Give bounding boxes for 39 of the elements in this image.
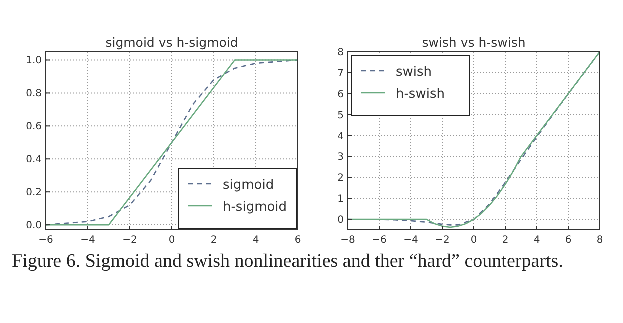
- chart-title: sigmoid vs h-sigmoid: [106, 35, 238, 50]
- line-series: [45, 60, 299, 226]
- x-tick-label: −2: [435, 235, 450, 246]
- y-tick-label: 3: [338, 152, 344, 164]
- y-tick-label: 0.2: [26, 188, 42, 199]
- y-tick-label: 8: [338, 48, 344, 58]
- x-tick-label: −2: [122, 235, 138, 246]
- y-tick-label: 0: [338, 215, 344, 226]
- y-tick-label: 5: [338, 110, 344, 122]
- legend-label: h-sigmoid: [223, 200, 288, 215]
- y-tick-label: 0.4: [26, 154, 42, 166]
- y-tick-label: 0.6: [26, 122, 42, 133]
- y-tick-label: 4: [338, 131, 344, 142]
- x-tick-label: 2: [210, 235, 218, 246]
- x-tick-label: 6: [565, 235, 572, 246]
- x-tick-label: −4: [80, 235, 96, 246]
- legend-label: sigmoid: [223, 178, 274, 193]
- x-tick-label: 4: [252, 235, 260, 246]
- y-tick-label: 0.0: [26, 220, 42, 232]
- x-tick-label: 8: [596, 235, 604, 246]
- x-tick-label: 0: [470, 235, 478, 246]
- y-tick-label: 2: [338, 173, 344, 184]
- x-tick-label: 6: [294, 235, 302, 246]
- y-tick-label: 1: [338, 194, 344, 206]
- y-tick-label: 0.8: [26, 88, 42, 100]
- y-tick-label: 7: [338, 68, 344, 80]
- x-tick-label: 4: [534, 235, 540, 246]
- x-tick-label: 2: [502, 235, 509, 246]
- x-tick-label: −6: [38, 235, 54, 246]
- x-tick-label: −6: [372, 235, 387, 246]
- x-tick-label: −8: [340, 235, 356, 246]
- y-tick-label: 6: [338, 89, 344, 100]
- caption: Figure 6. Sigmoid and swish nonlinearities and ther “hard” counterparts.: [11, 250, 564, 274]
- x-tick-label: 0: [168, 235, 176, 246]
- chart-title: swish vs h-swish: [422, 35, 526, 50]
- legend-label: h-swish: [396, 87, 445, 102]
- x-tick-label: −4: [404, 235, 418, 246]
- legend-label: swish: [396, 65, 432, 80]
- y-tick-label: 1.0: [26, 56, 42, 67]
